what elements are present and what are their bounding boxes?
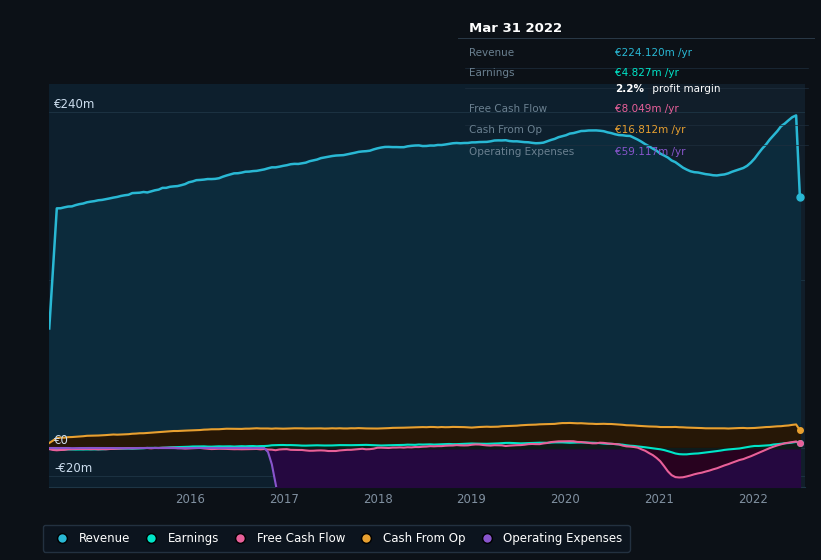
Text: 2.2%: 2.2%: [615, 85, 644, 95]
Bar: [648, 84, 821, 487]
Text: €8.049m /yr: €8.049m /yr: [615, 104, 679, 114]
Text: Cash From Op: Cash From Op: [469, 125, 542, 135]
Legend: Revenue, Earnings, Free Cash Flow, Cash From Op, Operating Expenses: Revenue, Earnings, Free Cash Flow, Cash …: [43, 525, 630, 552]
Text: €4.827m /yr: €4.827m /yr: [615, 68, 679, 78]
Text: Earnings: Earnings: [469, 68, 514, 78]
Text: €224.120m /yr: €224.120m /yr: [615, 48, 692, 58]
Text: Revenue: Revenue: [469, 48, 514, 58]
Text: Operating Expenses: Operating Expenses: [469, 147, 574, 157]
Text: €59.117m /yr: €59.117m /yr: [615, 147, 686, 157]
Text: Mar 31 2022: Mar 31 2022: [469, 22, 562, 35]
Text: profit margin: profit margin: [649, 85, 721, 95]
Text: -€20m: -€20m: [54, 461, 92, 475]
Text: €0: €0: [54, 433, 69, 447]
Text: Free Cash Flow: Free Cash Flow: [469, 104, 547, 114]
Text: €240m: €240m: [54, 97, 95, 111]
Text: €16.812m /yr: €16.812m /yr: [615, 125, 686, 135]
